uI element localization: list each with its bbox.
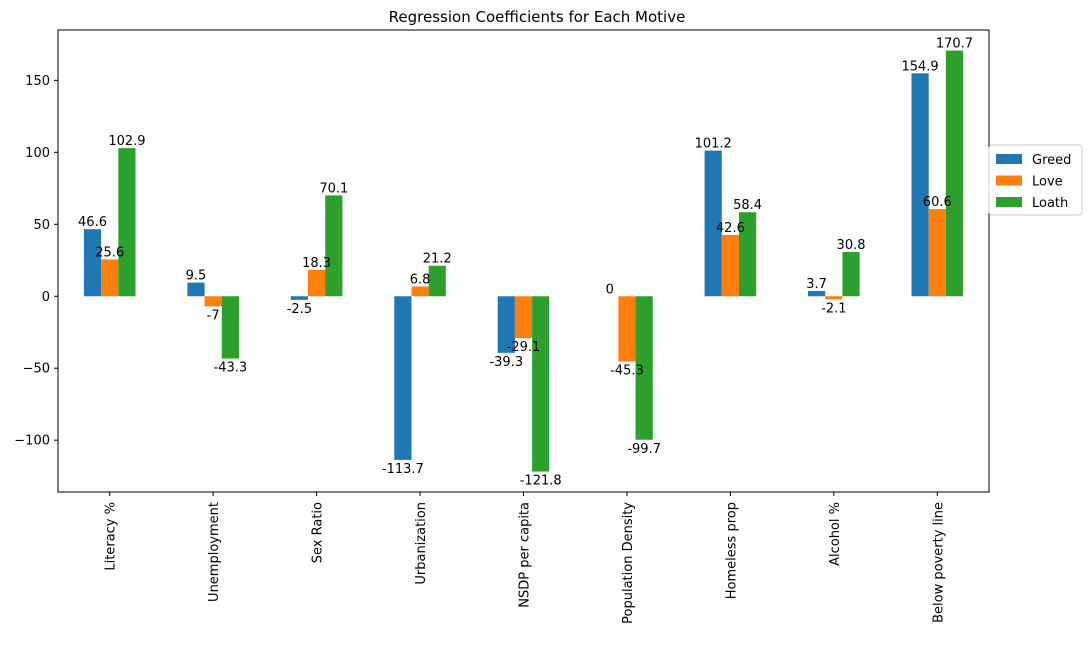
value-label-love-2: 18.3 bbox=[302, 256, 331, 271]
x-tick-label: Urbanization bbox=[414, 502, 429, 585]
legend: Greed Love Loath bbox=[988, 144, 1083, 216]
value-label-love-7: -2.1 bbox=[821, 301, 846, 316]
value-label-greed-1: 9.5 bbox=[186, 269, 207, 284]
x-tick-label: Alcohol % bbox=[828, 502, 843, 566]
bar-love-3 bbox=[411, 286, 429, 297]
value-label-loath-7: 30.8 bbox=[837, 238, 866, 253]
value-label-loath-5: -99.7 bbox=[627, 442, 661, 457]
bar-loath-1 bbox=[221, 296, 239, 359]
value-label-loath-3: 21.2 bbox=[423, 252, 452, 267]
value-label-greed-2: -2.5 bbox=[287, 302, 312, 317]
value-label-love-8: 60.6 bbox=[923, 195, 952, 210]
bar-greed-4 bbox=[497, 296, 515, 353]
bar-loath-7 bbox=[842, 251, 860, 297]
value-label-love-3: 6.8 bbox=[410, 272, 431, 287]
x-tick-label: Below poverty line bbox=[931, 502, 946, 623]
legend-label-loath: Loath bbox=[1032, 196, 1068, 211]
x-axis: Literacy % Unemployment Sex Ratio Urbanizat… bbox=[104, 492, 946, 624]
value-label-greed-6: 101.2 bbox=[695, 137, 732, 152]
value-label-loath-2: 70.1 bbox=[319, 181, 348, 196]
bar-loath-5 bbox=[635, 296, 653, 440]
bar-love-4 bbox=[514, 296, 533, 339]
legend-label-love: Love bbox=[1032, 175, 1063, 190]
y-axis: −100 −50 0 50 100 150 bbox=[14, 74, 58, 449]
bar-greed-3 bbox=[394, 296, 412, 460]
y-tick-label: −50 bbox=[23, 362, 50, 377]
bar-love-1 bbox=[204, 296, 222, 307]
bar-loath-6 bbox=[738, 212, 757, 297]
legend-label-greed: Greed bbox=[1032, 153, 1071, 168]
y-tick-label: −100 bbox=[14, 434, 50, 449]
bar-greed-7 bbox=[808, 290, 826, 297]
x-tick-label: Homeless prop bbox=[724, 502, 739, 599]
bar-love-2 bbox=[308, 269, 326, 297]
bar-greed-2 bbox=[290, 296, 309, 300]
bar-loath-0 bbox=[118, 148, 136, 297]
legend-swatch-greed bbox=[996, 154, 1022, 164]
y-tick-label: 0 bbox=[42, 290, 50, 305]
x-tick-label: Sex Ratio bbox=[311, 502, 326, 563]
bar-greed-6 bbox=[704, 150, 722, 297]
value-label-love-5: -45.3 bbox=[610, 363, 644, 378]
bar-greed-1 bbox=[187, 282, 205, 297]
value-label-loath-8: 170.7 bbox=[936, 37, 973, 52]
bar-greed-0 bbox=[83, 229, 102, 297]
value-label-love-0: 25.6 bbox=[95, 245, 124, 260]
y-tick-label: 100 bbox=[25, 146, 50, 161]
x-tick-label: Unemployment bbox=[207, 502, 222, 602]
bar-love-5 bbox=[618, 296, 636, 362]
x-tick-label: NSDP per capita bbox=[518, 502, 533, 608]
value-label-loath-0: 102.9 bbox=[108, 134, 145, 149]
value-label-greed-4: -39.3 bbox=[489, 355, 523, 370]
bar-loath-8 bbox=[945, 50, 964, 297]
bar-love-0 bbox=[101, 259, 119, 297]
value-label-greed-0: 46.6 bbox=[78, 215, 107, 230]
bars-layer bbox=[83, 50, 964, 472]
x-tick-label: Population Density bbox=[621, 502, 636, 624]
value-label-love-4: -29.1 bbox=[507, 340, 541, 355]
value-label-greed-8: 154.9 bbox=[901, 59, 938, 74]
value-labels-layer: 46.6 25.6 102.9 9.5 -7 -43.3 -2.5 18.3 70.1 -113.… bbox=[78, 37, 973, 489]
bar-love-7 bbox=[825, 296, 843, 300]
legend-swatch-loath bbox=[996, 197, 1022, 207]
value-label-greed-5: 0 bbox=[606, 282, 614, 297]
y-tick-label: 150 bbox=[25, 74, 50, 89]
value-label-loath-6: 58.4 bbox=[733, 198, 762, 213]
value-label-love-1: -7 bbox=[207, 308, 220, 323]
value-label-loath-4: -121.8 bbox=[520, 474, 562, 489]
value-label-loath-1: -43.3 bbox=[214, 361, 248, 376]
bar-love-6 bbox=[721, 234, 739, 297]
legend-swatch-love bbox=[996, 175, 1022, 186]
bar-love-8 bbox=[928, 209, 946, 297]
bar-greed-8 bbox=[911, 73, 929, 297]
y-tick-label: 50 bbox=[33, 218, 50, 233]
value-label-love-6: 42.6 bbox=[716, 221, 745, 236]
value-label-greed-3: -113.7 bbox=[382, 462, 424, 477]
bar-loath-3 bbox=[428, 265, 446, 297]
bar-loath-4 bbox=[532, 296, 550, 472]
chart-title: Regression Coefficients for Each Motive bbox=[389, 8, 686, 26]
x-tick-label: Literacy % bbox=[104, 502, 119, 571]
bar-loath-2 bbox=[325, 195, 343, 297]
value-label-greed-7: 3.7 bbox=[806, 277, 827, 292]
